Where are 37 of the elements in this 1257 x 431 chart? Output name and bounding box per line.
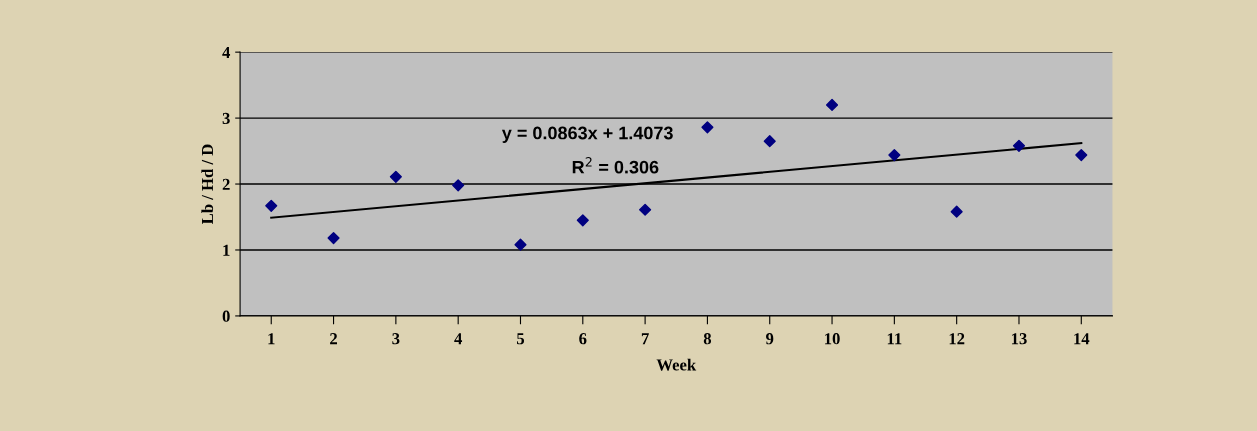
y-tick-label: 0 (222, 310, 230, 322)
x-tick-label: 12 (949, 333, 965, 345)
point (1012, 139, 1026, 152)
point (763, 135, 776, 148)
x-axis-title: Week (656, 358, 697, 371)
x-tick-label: 1 (268, 333, 275, 345)
x-tick-label: 8 (703, 333, 712, 345)
point (639, 203, 652, 216)
y-tick-label: 3 (222, 112, 230, 125)
point (825, 98, 839, 111)
x-tick-label: 6 (579, 333, 587, 345)
y-axis-title: Lb / Hd / D (201, 144, 214, 225)
x-tick-label: 3 (392, 333, 400, 345)
annotation: R$^{2}$ = 0.306 (572, 157, 659, 174)
x-tick-label: 4 (454, 333, 463, 345)
y-tick-label: 2 (222, 178, 230, 190)
point (514, 238, 527, 251)
point (1075, 148, 1088, 162)
point (950, 205, 963, 218)
annotation: y = 0.0863x + 1.4073 (501, 126, 673, 143)
x-tick-label: 2 (330, 333, 337, 345)
point (265, 199, 278, 212)
point (389, 170, 402, 183)
x-tick-label: 7 (641, 333, 649, 345)
point (888, 148, 901, 162)
x-tick-label: 9 (766, 333, 774, 345)
point (452, 179, 465, 192)
x-tick-label: 11 (887, 333, 902, 345)
x-tick-label: 14 (1074, 333, 1090, 345)
point (701, 121, 714, 134)
y-tick-label: 1 (223, 244, 230, 256)
point (327, 232, 340, 245)
x-tick-label: 13 (1011, 333, 1027, 345)
x-tick-label: 10 (825, 333, 840, 345)
x-tick-label: 5 (516, 333, 525, 345)
point (576, 214, 589, 227)
y-tick-label: 4 (222, 46, 231, 58)
